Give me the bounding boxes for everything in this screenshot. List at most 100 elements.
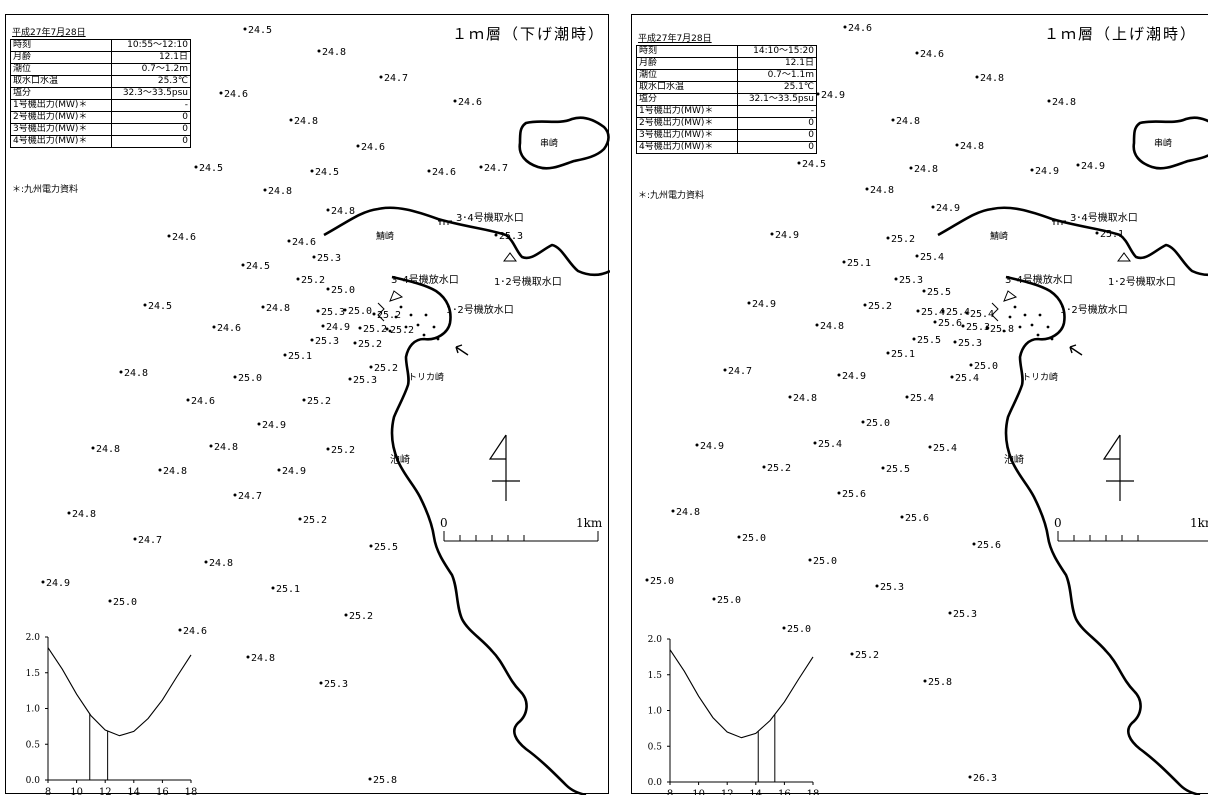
temperature-dot: [895, 278, 898, 281]
temperature-point: 24.8: [789, 393, 818, 404]
temperature-point: 24.5: [244, 25, 273, 36]
place-label-outlet_34: 3･4号機放水口: [391, 273, 459, 286]
temperature-point: 24.8: [247, 653, 276, 664]
outfall-dot: [425, 314, 428, 317]
temperature-point: 25.6: [901, 513, 930, 524]
x-tick-label: 10: [70, 787, 83, 795]
temperature-dot: [916, 52, 919, 55]
temperature-dot: [901, 516, 904, 519]
outfall-dot: [1031, 324, 1034, 327]
info-value: 0: [738, 142, 817, 154]
place-label-ikezaki: 池崎: [1004, 453, 1024, 466]
temperature-dot: [357, 145, 360, 148]
temperature-point: 24.9: [817, 90, 846, 101]
temperature-point: 25.3: [317, 307, 346, 318]
y-tick-label: 0.5: [648, 742, 663, 752]
temperature-value: 24.9: [1035, 166, 1059, 177]
temperature-point: 24.7: [234, 491, 263, 502]
x-tick-label: 12: [721, 789, 734, 795]
y-tick-label: 2.0: [26, 633, 41, 643]
temperature-dot: [962, 325, 965, 328]
temperature-dot: [272, 587, 275, 590]
temperature-value: 25.0: [813, 556, 837, 567]
temperature-dot: [369, 778, 372, 781]
temperature-value: 25.0: [650, 576, 674, 587]
temperature-point: 25.1: [887, 349, 916, 360]
temperature-point: 25.2: [299, 515, 328, 526]
temperature-value: 24.8: [214, 442, 238, 453]
temperature-value: 25.2: [331, 445, 355, 456]
temperature-value: 25.0: [974, 361, 998, 372]
temperature-value: 24.5: [315, 167, 339, 178]
temperature-dot: [924, 680, 927, 683]
temperature-dot: [917, 310, 920, 313]
temperature-dot: [1096, 232, 1099, 235]
info-label: 月齢: [637, 58, 738, 70]
temperature-value: 24.8: [1052, 97, 1076, 108]
temperature-dot: [1031, 169, 1034, 172]
temperature-value: 24.8: [294, 116, 318, 127]
temperature-value: 24.5: [246, 261, 270, 272]
temperature-dot: [244, 28, 247, 31]
temperature-dot: [320, 682, 323, 685]
temperature-value: 25.4: [970, 309, 994, 320]
temperature-point: 24.8: [956, 141, 985, 152]
y-tick-label: 1.0: [648, 707, 663, 717]
temperature-point: 25.2: [763, 463, 792, 474]
temperature-point: 25.2: [864, 301, 893, 312]
temperature-value: 24.9: [326, 322, 350, 333]
temperature-point: 24.5: [311, 167, 340, 178]
temperature-point: 24.6: [357, 142, 386, 153]
temperature-point: 25.3: [949, 609, 978, 620]
temperature-point: 25.6: [973, 540, 1002, 551]
temperature-value: 24.8: [124, 368, 148, 379]
temperature-point: 25.4: [951, 373, 980, 384]
info-label: 2号機出力(MW)＊: [637, 118, 738, 130]
temperature-dot: [109, 600, 112, 603]
temperature-dot: [838, 492, 841, 495]
temperature-point: 26.3: [969, 773, 998, 784]
north-arrow-icon: [490, 435, 520, 501]
temperature-value: 24.9: [821, 90, 845, 101]
temperature-value: 24.8: [870, 185, 894, 196]
temperature-dot: [771, 233, 774, 236]
temperature-dot: [906, 396, 909, 399]
temperature-point: 25.0: [783, 624, 812, 635]
temperature-point: 24.7: [380, 73, 409, 84]
outlet-12-arrow-icon: [456, 345, 468, 355]
temperature-value: 25.0: [238, 373, 262, 384]
temperature-value: 25.2: [301, 275, 325, 286]
place-label-intake_34: 3･4号機取水口: [456, 211, 524, 224]
temperature-value: 25.2: [303, 515, 327, 526]
temperature-value: 25.3: [315, 336, 339, 347]
temperature-point: 25.0: [109, 597, 138, 608]
temperature-value: 25.3: [321, 307, 345, 318]
outfall-dot: [423, 334, 426, 337]
info-row: 4号機出力(MW)＊0: [11, 136, 191, 148]
temperature-value: 24.8: [896, 116, 920, 127]
temperature-point: 24.9: [278, 466, 307, 477]
temperature-point: 25.1: [1096, 229, 1125, 240]
temperature-dot: [495, 234, 498, 237]
info-row: 4号機出力(MW)＊0: [637, 142, 817, 154]
temperature-point: 24.8: [290, 116, 319, 127]
coastline: [324, 208, 610, 795]
outfall-dot: [1014, 306, 1017, 309]
temperature-value: 24.6: [172, 232, 196, 243]
temperature-point: 25.6: [838, 489, 867, 500]
temperature-point: 25.5: [913, 335, 942, 346]
temperature-value: 25.2: [307, 396, 331, 407]
temperature-point: 25.2: [297, 275, 326, 286]
temperature-dot: [763, 466, 766, 469]
temperature-point: 24.6: [916, 49, 945, 60]
temperature-dot: [318, 50, 321, 53]
temperature-point: 24.8: [120, 368, 149, 379]
temperature-value: 25.4: [955, 373, 979, 384]
